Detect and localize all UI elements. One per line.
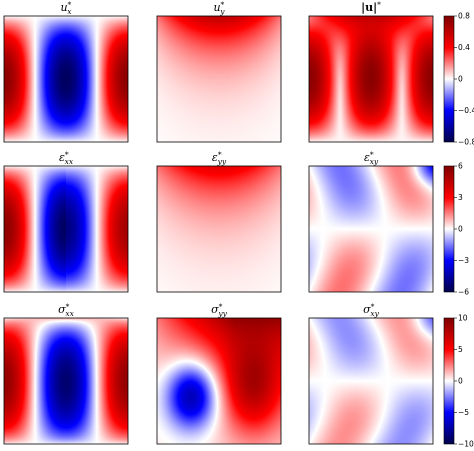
colorbar-tick-label-1-1: 0.4 bbox=[458, 43, 470, 52]
panel-title-umag-sup: * bbox=[377, 0, 381, 9]
panel-title-sxx-sup: * bbox=[66, 302, 70, 311]
panel-title-ux-sup: * bbox=[68, 0, 72, 9]
panel-title-umag-pre: | bbox=[361, 1, 365, 14]
heatmap-syy bbox=[157, 318, 281, 444]
panel-frame-sxy bbox=[308, 317, 434, 445]
colorbar-tick-label-1-3: −0.4 bbox=[458, 106, 474, 115]
panel-title-sxy-main: σ bbox=[363, 303, 371, 316]
colorbar-tick-label-3-3: −5 bbox=[458, 408, 469, 417]
panel-title-ux-sub: x bbox=[67, 7, 72, 16]
panel-frame-ux bbox=[3, 15, 129, 143]
colorbar-tick-label-1-4: −0.8 bbox=[458, 138, 474, 147]
colorbar-tick-label-3-4: −10 bbox=[458, 440, 474, 449]
heatmap-exx bbox=[4, 166, 128, 292]
panel-title-eyy-sub: yy bbox=[217, 157, 227, 166]
panel-frame-uy bbox=[156, 15, 282, 143]
colorbar-tick-label-3-1: 5 bbox=[458, 345, 463, 354]
colorbar-3: 10 5 0 −5 −10 bbox=[443, 314, 474, 449]
heatmap-uy bbox=[157, 16, 281, 142]
panel-title-sxy-sub: xy bbox=[370, 309, 379, 318]
panel-frame-eyy bbox=[156, 165, 282, 293]
colorbar-gradient-1 bbox=[444, 16, 454, 142]
panel-title-eyy: ε* yy bbox=[212, 150, 227, 166]
panel-sxy bbox=[308, 317, 434, 445]
panel-title-uy-sup: * bbox=[221, 0, 225, 9]
panel-title-exx-sub: xx bbox=[65, 157, 74, 166]
heatmap-sxx bbox=[4, 318, 128, 444]
panel-frame-umag bbox=[308, 15, 434, 143]
heatmap-exy bbox=[309, 166, 433, 292]
panel-title-uy: u* y bbox=[213, 0, 225, 16]
panel-title-syy-sup: * bbox=[219, 302, 223, 311]
panel-title-sxx-main: σ bbox=[58, 303, 66, 316]
panel-frame-exy bbox=[308, 165, 434, 293]
colorbar-tick-label-3-2: 0 bbox=[458, 377, 463, 386]
panel-exx bbox=[3, 165, 129, 293]
colorbar-tick-label-2-1: 3 bbox=[458, 193, 463, 202]
colorbar-tick-label-2-0: 6 bbox=[458, 162, 463, 171]
panel-title-syy: σ* yy bbox=[211, 302, 228, 318]
panel-title-exx: ε* xx bbox=[59, 150, 74, 166]
colorbar-1: 0.8 0.4 0 −0.4 −0.8 bbox=[443, 12, 474, 147]
panel-title-ux-main: u bbox=[60, 1, 67, 14]
panel-title-exx-main: ε bbox=[59, 151, 65, 164]
colorbar-tick-label-1-0: 0.8 bbox=[458, 12, 470, 21]
panel-title-ux: u* x bbox=[60, 0, 72, 16]
panel-title-exy-sup: * bbox=[370, 150, 374, 159]
colorbar-tick-label-2-3: −3 bbox=[458, 256, 469, 265]
panel-title-sxx: σ* xx bbox=[58, 302, 74, 318]
panel-exy bbox=[308, 165, 434, 293]
panel-title-umag-main: u bbox=[365, 1, 373, 14]
panel-title-uy-sub: y bbox=[219, 7, 225, 16]
panel-uy bbox=[156, 15, 282, 143]
panel-frame-sxx bbox=[3, 317, 129, 445]
panel-title-uy-main: u bbox=[213, 1, 220, 14]
panel-syy bbox=[156, 317, 282, 445]
colorbar-gradient-3 bbox=[444, 318, 454, 444]
colorbar-tick-label-2-4: −6 bbox=[458, 288, 469, 297]
panel-title-eyy-main: ε bbox=[212, 151, 218, 164]
colorbar-2: 6 3 0 −3 −6 bbox=[443, 162, 469, 297]
panel-umag bbox=[308, 15, 434, 143]
panel-title-syy-main: σ bbox=[211, 303, 219, 316]
heatmap-eyy bbox=[157, 166, 281, 292]
colorbar-tick-label-3-0: 10 bbox=[458, 314, 468, 323]
colorbar-gradient-2 bbox=[444, 166, 454, 292]
panel-title-sxy-sup: * bbox=[371, 302, 375, 311]
panel-sxx bbox=[3, 317, 129, 445]
panel-title-sxy: σ* xy bbox=[363, 302, 379, 318]
panel-title-umag-post: | bbox=[373, 1, 377, 14]
panel-eyy bbox=[156, 165, 282, 293]
colorbar-tick-label-1-2: 0 bbox=[458, 75, 463, 84]
panel-title-syy-sub: yy bbox=[217, 309, 227, 318]
panel-frame-syy bbox=[156, 317, 282, 445]
panel-title-exy-main: ε bbox=[364, 151, 370, 164]
panel-title-sxx-sub: xx bbox=[65, 309, 74, 318]
panel-title-exx-sup: * bbox=[65, 150, 69, 159]
heatmap-sxy bbox=[309, 318, 433, 444]
heatmap-umag bbox=[309, 16, 433, 142]
panel-ux bbox=[3, 15, 129, 143]
panel-title-exy: ε* xy bbox=[364, 150, 379, 166]
panel-title-exy-sub: xy bbox=[370, 157, 379, 166]
heatmap-ux bbox=[4, 16, 128, 142]
panel-title-eyy-sup: * bbox=[218, 150, 222, 159]
colorbar-tick-label-2-2: 0 bbox=[458, 225, 463, 234]
panel-title-umag: |u|* bbox=[361, 0, 381, 14]
panel-frame-exx bbox=[3, 165, 129, 293]
